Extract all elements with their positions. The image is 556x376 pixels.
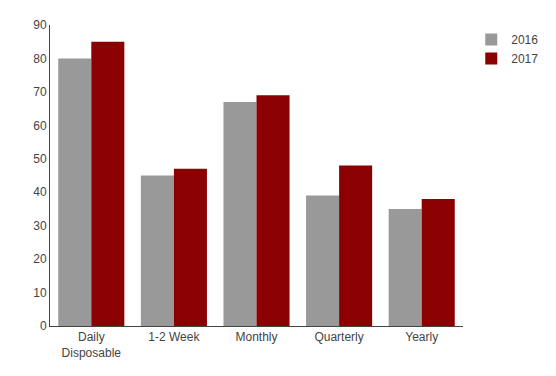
svg-text:80: 80 (33, 52, 47, 66)
svg-text:30: 30 (33, 219, 47, 233)
svg-text:2017: 2017 (511, 52, 538, 66)
svg-text:10: 10 (33, 286, 47, 300)
svg-text:20: 20 (33, 252, 47, 266)
svg-text:0: 0 (40, 319, 47, 333)
svg-text:90: 90 (33, 18, 47, 32)
svg-text:Yearly: Yearly (405, 330, 438, 344)
svg-text:60: 60 (33, 119, 47, 133)
svg-text:40: 40 (33, 185, 47, 199)
svg-text:Monthly: Monthly (235, 330, 277, 344)
svg-text:50: 50 (33, 152, 47, 166)
svg-text:DailyDisposable: DailyDisposable (62, 330, 122, 360)
svg-text:1-2 Week: 1-2 Week (148, 330, 200, 344)
svg-text:Quarterly: Quarterly (314, 330, 363, 344)
svg-text:70: 70 (33, 85, 47, 99)
svg-text:2016: 2016 (511, 33, 538, 47)
